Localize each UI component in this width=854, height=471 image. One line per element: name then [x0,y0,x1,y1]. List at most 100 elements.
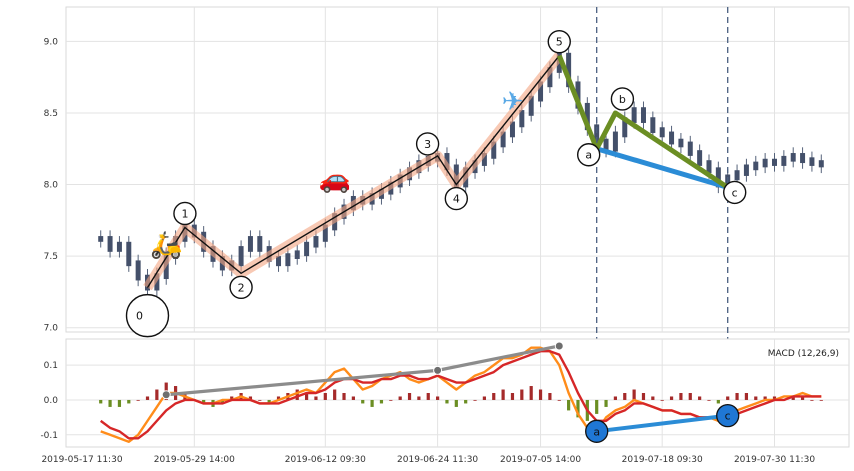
candle-body [584,102,590,131]
candle-body [322,224,328,242]
candle-body [622,117,628,138]
candle-body [538,81,544,102]
candle-body [631,107,637,123]
candle-body [547,67,553,88]
macd-histogram-bar [595,399,599,414]
wave-label-circle [444,186,469,211]
macd-histogram-bar [230,396,234,400]
wave-label-text: 1 [181,207,188,220]
candle-body [809,157,815,166]
macd-histogram-bar [679,393,683,400]
macd-histogram-bar [304,393,309,400]
macd-histogram-bar [726,396,730,400]
macd-histogram-bar [744,393,749,400]
candle-body [659,127,665,138]
wave-label-text: 5 [556,36,563,49]
macd-histogram-bar [445,399,449,404]
macd-histogram-bar [454,399,458,407]
wave-label-text: 3 [424,138,431,151]
scooter-icon: 🛵 [150,230,182,260]
candle-body [98,236,104,242]
macd-histogram-bar [136,399,140,401]
candle-body [669,131,675,145]
macd-histogram-bar [389,399,393,401]
candle-body [313,236,319,248]
macd-histogram-bar [379,399,384,404]
macd-histogram-bar [333,389,337,400]
correction-label-circle [723,180,747,205]
wave-label-text: 2 [238,281,245,294]
macd-histogram-bar [276,396,281,400]
macd-histogram-bar [529,386,533,400]
macd-histogram-bar [407,393,412,400]
candle-body [500,131,506,148]
wave-label-text: 4 [453,193,460,206]
wave-label-circle [547,29,571,54]
candle-body [800,153,806,164]
macd-divergence-dot [554,341,564,351]
wave-label-circle [125,293,170,338]
macd-divergence-label-text: a [593,425,600,438]
x-tick-label: 2019-07-30 11:30 [734,455,815,465]
correction-label-circle [610,87,635,111]
car-icon: 🚗 [318,164,350,194]
macd-histogram-bar [314,396,318,400]
correction-label-text: b [619,93,626,106]
candle-body [771,158,777,166]
macd-histogram-bar [370,399,374,407]
macd-histogram-bar [155,389,159,400]
candle-body [519,110,525,128]
candle-body [650,117,656,133]
macd-histogram-bar [417,396,421,400]
macd-histogram-bar [754,396,758,400]
candle-body [107,236,113,252]
candle-body [640,107,646,123]
macd-panel: -0.1 0.0 0.1 a c [40,338,850,448]
price-y-tick-label: 7.5 [44,252,58,262]
macd-legend: MACD (12,26,9) [768,349,839,359]
x-tick-label: 2019-06-12 09:30 [285,455,366,465]
macd-histogram-bar [735,393,739,400]
macd-divergence-label-circle [716,403,740,428]
macd-histogram-bar [220,399,224,404]
candle-body [116,241,122,252]
macd-divergence-bottom [596,413,728,434]
candle-body [612,131,618,152]
macd-histogram-bar [641,393,646,400]
macd-histogram-bar [548,393,552,400]
macd-histogram-bar [772,396,777,400]
candle-body [781,155,787,166]
macd-histogram-bar [145,396,150,400]
macd-histogram-bar [660,399,664,401]
correction-zigzag [556,54,730,190]
macd-histogram-bar [248,396,253,400]
price-panel: 7.0 7.5 8.0 8.5 9.0 0 1 2 3 4 5 a b c 🛵 🚗 ✈ [44,6,850,447]
candle-body [594,124,600,145]
price-divergence-line [595,146,729,190]
macd-histogram-bar [99,399,103,404]
macd-histogram-bar [473,399,477,401]
candle-body [481,153,487,166]
macd-histogram-bar [557,399,561,401]
macd-histogram-bar [267,399,271,404]
candle-body [285,253,291,267]
candle-body [126,241,132,267]
macd-y-tick-label: -0.1 [40,431,58,441]
macd-histogram-bar [819,399,823,401]
candle-body [566,52,572,88]
macd-histogram-bar [117,399,122,407]
macd-histogram-bar [707,399,711,401]
macd-histogram-bar [623,393,627,400]
wave-label-circle [229,275,253,299]
macd-histogram-bar [538,389,543,400]
macd-histogram-bar [698,396,702,400]
macd-histogram-bar [258,399,262,401]
macd-divergence-label-circle [585,419,609,443]
price-y-tick-label: 8.5 [44,109,58,119]
macd-histogram-bar [604,399,608,407]
correction-label-text: a [585,149,592,162]
macd-histogram-bar [501,389,505,400]
macd-histogram-bar [127,399,131,404]
macd-histogram-bar [108,399,112,407]
